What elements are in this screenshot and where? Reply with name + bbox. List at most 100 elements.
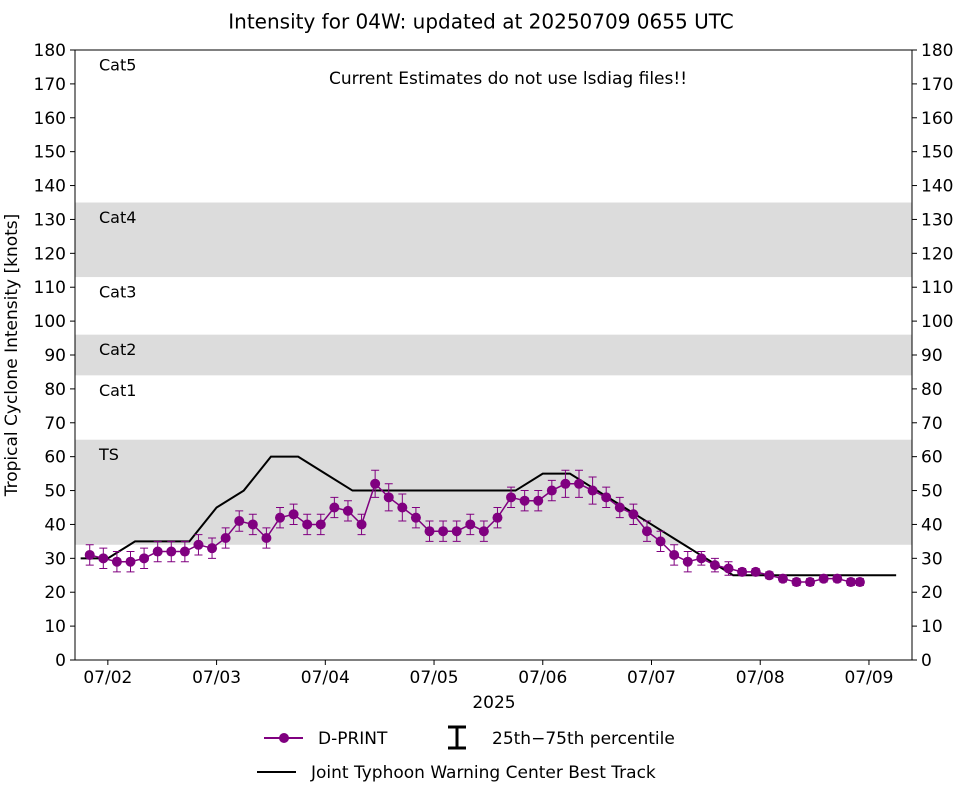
band-label: Cat2 (99, 340, 136, 359)
y2-tick-label: 180 (921, 41, 953, 61)
dprint-point (791, 577, 802, 588)
y2-tick-label: 90 (921, 346, 943, 366)
y2-tick-label: 40 (921, 515, 943, 535)
y2-tick-label: 70 (921, 414, 943, 434)
dprint-point (451, 526, 462, 537)
band-label: Cat3 (99, 283, 136, 302)
y2-tick-label: 30 (921, 549, 943, 569)
dprint-point (737, 566, 748, 577)
dprint-point (329, 502, 340, 513)
y-tick-label: 160 (34, 109, 66, 129)
dprint-point (818, 573, 829, 584)
dprint-point (601, 492, 612, 503)
dprint-point (641, 526, 652, 537)
dprint-point (220, 533, 231, 543)
dprint-point (370, 478, 381, 489)
dprint-point (383, 492, 394, 503)
dprint-point (805, 577, 816, 588)
dprint-point (764, 570, 775, 581)
dprint-point (587, 485, 598, 496)
dprint-point (234, 516, 245, 527)
legend-label: 25th−75th percentile (492, 729, 675, 749)
dprint-point (655, 536, 666, 547)
y-tick-label: 0 (55, 651, 66, 671)
chart-title: Intensity for 04W: updated at 20250709 0… (228, 10, 733, 34)
y-tick-label: 130 (34, 210, 66, 230)
dprint-point (628, 509, 639, 520)
y-tick-label: 30 (44, 549, 66, 569)
x-tick-label: 07/06 (518, 668, 567, 688)
x-tick-label: 07/07 (627, 668, 676, 688)
y-tick-label: 180 (34, 41, 66, 61)
dprint-point (723, 563, 734, 574)
dprint-point (519, 495, 530, 506)
y-tick-label: 110 (34, 278, 66, 298)
y-tick-label: 20 (44, 583, 66, 603)
legend-label: Joint Typhoon Warning Center Best Track (310, 763, 656, 783)
y2-tick-label: 20 (921, 583, 943, 603)
y2-tick-label: 100 (921, 312, 953, 332)
y2-tick-label: 0 (921, 651, 932, 671)
dprint-point (574, 478, 585, 489)
y2-tick-label: 150 (921, 143, 953, 163)
x-tick-label: 07/02 (83, 668, 132, 688)
x-tick-label: 07/03 (192, 668, 241, 688)
plot-area: TS Cat1 Cat2 Cat3 Cat4 Cat5 0 0 10 10 20 20 30 30 40 40… (34, 41, 954, 688)
dprint-point (247, 519, 258, 530)
legend: D-PRINT 25th−75th percentile Joint Typho… (257, 725, 675, 783)
legend-errorbar (448, 725, 466, 750)
dprint-point (166, 546, 177, 557)
dprint-point (98, 553, 109, 564)
x-axis-label: 2025 (472, 693, 515, 713)
y-tick-label: 80 (44, 380, 66, 400)
dprint-point (506, 492, 517, 503)
dprint-point (709, 560, 720, 571)
y-tick-label: 100 (34, 312, 66, 332)
dprint-point (125, 556, 136, 567)
dprint-point (832, 573, 843, 584)
y-tick-label: 140 (34, 177, 66, 197)
dprint-point (315, 519, 326, 530)
x-tick-label: 07/08 (736, 668, 785, 688)
legend-label: D-PRINT (318, 729, 388, 749)
y-tick-label: 40 (44, 515, 66, 535)
y-tick-label: 150 (34, 143, 66, 163)
category-band (75, 334, 912, 376)
best-track-line (80, 455, 897, 577)
dprint-point (854, 577, 865, 588)
y-tick-label: 60 (44, 448, 66, 468)
dprint-point (179, 546, 190, 557)
dprint-point (207, 543, 218, 554)
dprint-point (139, 553, 150, 564)
y2-tick-label: 170 (921, 75, 953, 95)
dprint-point (261, 533, 272, 543)
dprint-point (356, 519, 367, 530)
dprint-point (397, 502, 408, 513)
dprint-point (302, 519, 313, 530)
y-tick-label: 90 (44, 346, 66, 366)
dprint-point (342, 505, 353, 516)
dprint-point (777, 573, 788, 584)
category-band (75, 202, 912, 278)
band-label: Cat5 (99, 56, 136, 75)
y-tick-label: 10 (44, 617, 66, 637)
dprint-point (84, 549, 95, 560)
y-tick-label: 50 (44, 482, 66, 502)
category-band (75, 439, 912, 545)
dprint-point (845, 577, 856, 588)
y2-tick-label: 10 (921, 617, 943, 637)
legend-marker (279, 733, 289, 743)
dprint-point (193, 539, 204, 550)
y2-tick-label: 130 (921, 210, 953, 230)
dprint-point (478, 526, 489, 537)
y-tick-label: 120 (34, 244, 66, 264)
band-label: Cat4 (99, 208, 136, 227)
dprint-point (111, 556, 122, 567)
y2-tick-label: 50 (921, 482, 943, 502)
dprint-point (750, 566, 761, 577)
dprint-point (560, 478, 571, 489)
dprint-point (682, 556, 693, 567)
dprint-point (669, 549, 680, 560)
dprint-point (614, 502, 625, 513)
